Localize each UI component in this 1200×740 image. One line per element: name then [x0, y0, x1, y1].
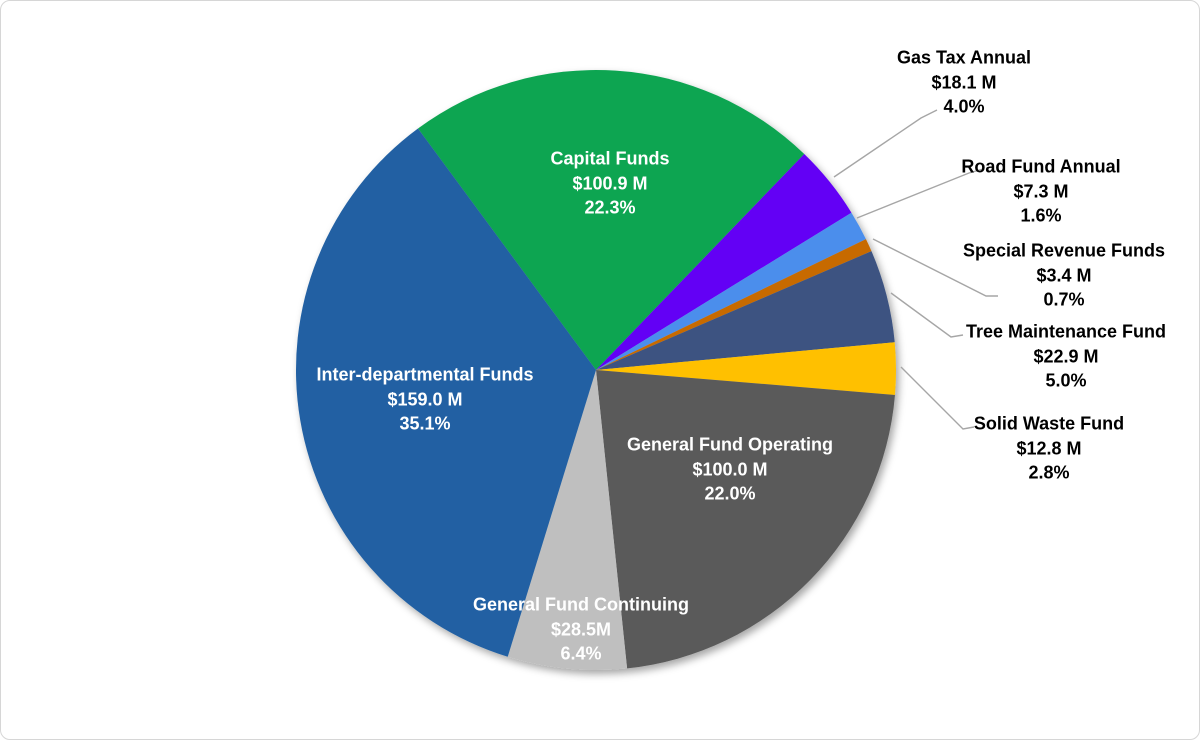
leader-line-solid-waste-fund — [900, 366, 975, 430]
leader-line-special-revenue-funds — [872, 238, 998, 297]
pie-slice-special-revenue-funds — [596, 239, 872, 370]
leader-line-road-fund-annual — [856, 168, 984, 219]
pie-slice-tree-maintenance-fund — [596, 251, 895, 370]
pie-slice-general-fund-continuing — [507, 370, 628, 670]
pie-slice-capital-funds — [417, 69, 805, 370]
pie-slice-inter-departmental-funds — [295, 128, 596, 657]
pie-slice-solid-waste-fund — [596, 342, 897, 395]
leader-line-gas-tax-annual — [833, 109, 938, 178]
leader-line-tree-maintenance-fund — [890, 292, 964, 338]
pie-slices-group — [295, 69, 897, 670]
leader-lines-group — [833, 109, 998, 430]
pie-slice-road-fund-annual — [596, 212, 866, 370]
pie-slice-general-fund-operating — [596, 370, 895, 669]
pie-slice-gas-tax-annual — [596, 154, 852, 370]
